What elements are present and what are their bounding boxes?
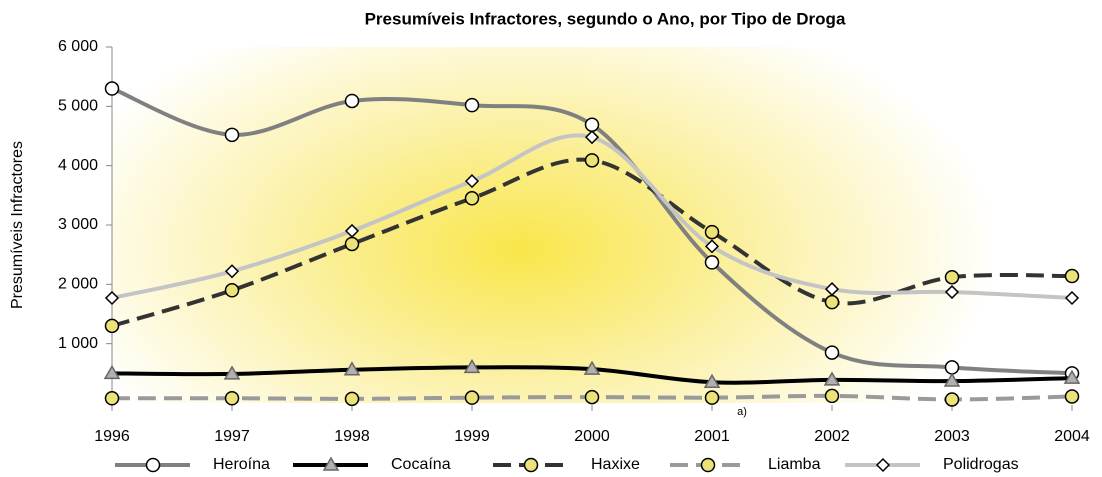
- marker: [104, 391, 120, 406]
- marker: [584, 130, 600, 145]
- legend-label: Liamba: [768, 456, 821, 473]
- marker: [224, 127, 240, 143]
- y-tick-label: 4 000: [58, 157, 98, 174]
- y-tick-label: 1 000: [58, 335, 98, 352]
- y-tick-label: 5 000: [58, 98, 98, 115]
- marker: [1064, 389, 1080, 404]
- marker: [145, 457, 161, 473]
- marker: [344, 391, 360, 407]
- marker: [824, 388, 840, 404]
- y-tick-label: 3 000: [58, 216, 98, 233]
- marker: [700, 457, 716, 473]
- marker: [823, 371, 841, 386]
- marker: [584, 153, 600, 168]
- marker: [1063, 369, 1081, 384]
- marker: [104, 81, 120, 96]
- y-axis-label: Presumíveis Infractores: [9, 141, 26, 309]
- marker: [322, 456, 340, 471]
- legend-label: Cocaína: [391, 456, 451, 473]
- x-tick-label: 2001: [694, 428, 730, 445]
- marker: [1064, 290, 1080, 306]
- x-tick-label: 1996: [94, 428, 130, 445]
- annotation: a): [737, 406, 747, 418]
- marker: [103, 364, 121, 380]
- marker: [223, 365, 241, 380]
- marker: [523, 457, 539, 473]
- marker: [344, 223, 360, 238]
- x-tick-label: 1997: [214, 428, 250, 445]
- marker: [463, 358, 481, 374]
- marker: [824, 282, 840, 297]
- y-tick-label: 6 000: [58, 38, 98, 55]
- marker: [224, 264, 240, 279]
- marker: [824, 294, 840, 310]
- x-tick-label: 2004: [1054, 428, 1090, 445]
- marker: [944, 392, 960, 407]
- marker: [704, 239, 720, 254]
- marker: [104, 290, 120, 306]
- marker: [344, 93, 360, 109]
- chart-title: Presumíveis Infractores, segundo o Ano, …: [365, 9, 846, 28]
- marker: [944, 284, 960, 300]
- marker: [464, 390, 480, 405]
- x-tick-label: 1999: [454, 428, 490, 445]
- marker: [464, 191, 480, 206]
- marker: [464, 174, 480, 189]
- marker: [944, 360, 960, 375]
- x-tick-label: 2003: [934, 428, 970, 445]
- marker: [703, 373, 721, 388]
- legend-label: Polidrogas: [943, 456, 1019, 473]
- marker: [584, 117, 600, 132]
- marker: [583, 360, 601, 375]
- y-tick-label: 2 000: [58, 276, 98, 293]
- marker: [224, 283, 240, 298]
- plot-background: [112, 47, 1072, 403]
- marker: [343, 361, 361, 376]
- x-tick-label: 1998: [334, 428, 370, 445]
- legend-label: Heroína: [213, 456, 270, 473]
- marker: [704, 224, 720, 240]
- marker: [224, 391, 240, 406]
- marker: [824, 345, 840, 360]
- marker: [704, 390, 720, 405]
- marker: [875, 457, 891, 473]
- legend-label: Haxixe: [591, 456, 640, 473]
- marker: [944, 269, 960, 285]
- marker: [943, 372, 961, 387]
- marker: [704, 255, 720, 270]
- marker: [104, 318, 120, 334]
- x-tick-label: 2002: [814, 428, 850, 445]
- marker: [464, 97, 480, 113]
- marker: [1064, 268, 1080, 284]
- x-tick-label: 2000: [574, 428, 610, 445]
- marker: [584, 389, 600, 405]
- marker: [344, 236, 360, 252]
